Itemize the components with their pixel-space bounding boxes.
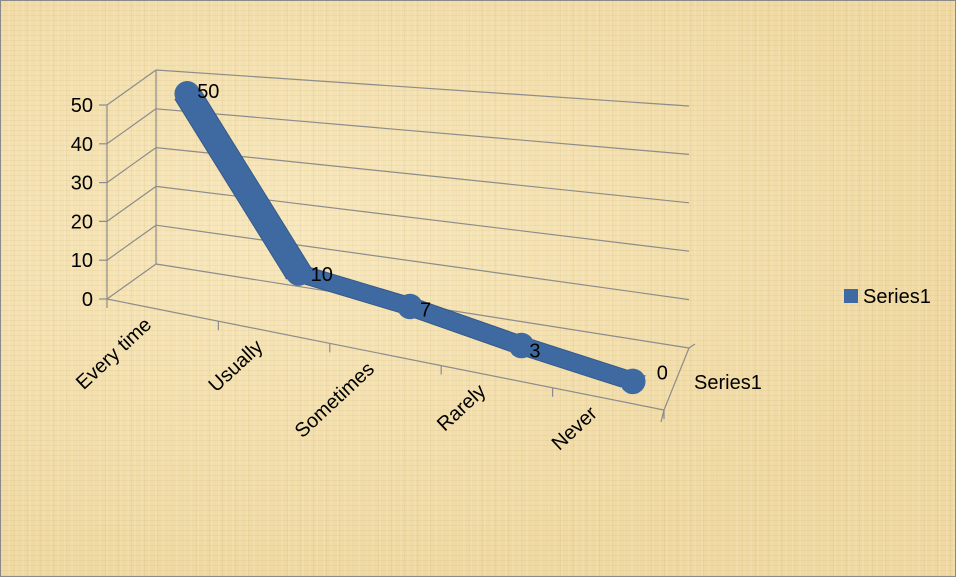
y-tick-label: 30	[71, 173, 93, 195]
x-axis-line	[106, 298, 665, 411]
x-tick-label: Never	[548, 402, 602, 455]
y-tick-label: 0	[82, 289, 93, 311]
data-label: 7	[420, 299, 431, 321]
side-gridline	[106, 69, 157, 106]
data-label: 0	[657, 362, 668, 384]
x-tick-label: Usually	[205, 336, 268, 397]
depth-axis-line	[663, 347, 690, 411]
legend: Series1	[844, 286, 931, 308]
legend-label: Series1	[863, 286, 931, 308]
y-tick-label: 10	[71, 250, 93, 272]
x-tick-label: Rarely	[433, 380, 490, 436]
side-gridline	[106, 224, 157, 261]
depth-tick-mark	[688, 343, 696, 349]
series-point	[508, 332, 535, 359]
y-tick-label: 20	[71, 211, 93, 233]
gridline	[155, 108, 690, 155]
series-point	[174, 81, 200, 107]
data-label: 10	[311, 264, 333, 286]
side-gridline	[106, 108, 157, 145]
side-gridline	[106, 147, 157, 184]
gridline	[155, 224, 690, 301]
x-tick-label: Sometimes	[291, 358, 379, 442]
series-point	[285, 260, 312, 286]
legend-swatch	[844, 289, 858, 303]
series-segment	[174, 87, 312, 280]
depth-axis-label: Series1	[694, 372, 762, 394]
data-label: 50	[197, 81, 219, 103]
data-label: 3	[529, 341, 540, 363]
gridline	[155, 69, 690, 107]
series-point	[397, 293, 423, 320]
y-tick-label: 40	[71, 134, 93, 156]
side-gridline	[106, 263, 157, 300]
y-tick-label: 50	[71, 95, 93, 117]
series-point	[620, 368, 646, 395]
series-line	[174, 81, 647, 395]
side-gridline	[106, 185, 157, 222]
x-tick-label: Every time	[72, 314, 156, 395]
gridline	[155, 147, 690, 204]
